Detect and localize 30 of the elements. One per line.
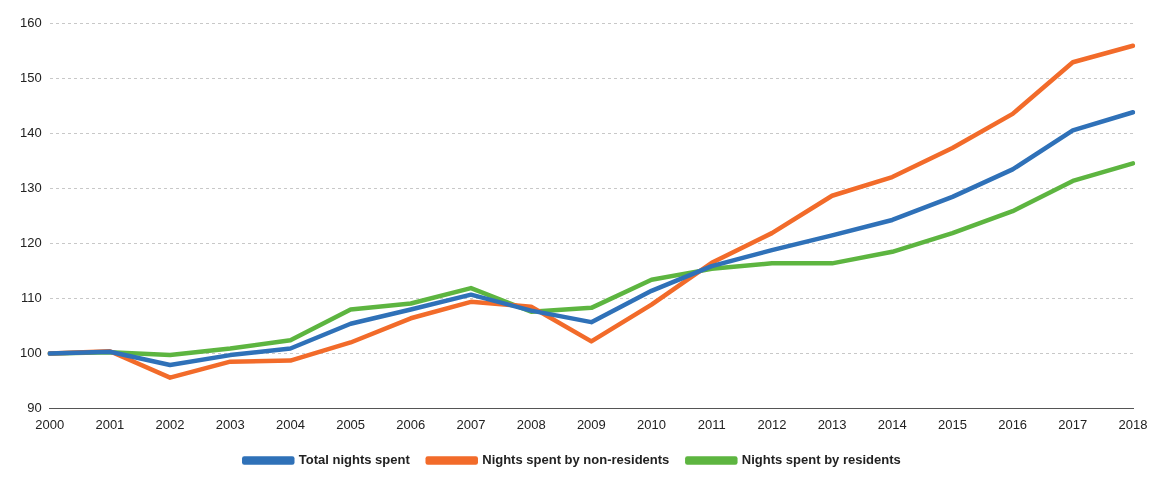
x-tick-label: 2009 [576, 416, 606, 432]
y-tick-label: 90 [27, 399, 42, 415]
x-tick-label: 2010 [637, 416, 666, 432]
x-tick-label: 2018 [1118, 416, 1148, 432]
x-tick-label: 2015 [937, 416, 967, 432]
x-tick-label: 2000 [35, 416, 65, 432]
x-tick-label: 2017 [1058, 416, 1088, 432]
x-tick-label: 2012 [757, 416, 787, 432]
x-tick-label: 2014 [877, 416, 907, 432]
x-tick-label: 2004 [275, 416, 305, 432]
x-tick-label: 2013 [817, 416, 847, 432]
x-tick-label: 2003 [215, 416, 245, 432]
x-tick-label: 2016 [998, 416, 1028, 432]
x-tick-label: 2006 [396, 416, 426, 432]
legend-label: Nights spent by residents [741, 452, 901, 468]
legend-label: Nights spent by non-residents [482, 452, 670, 468]
x-tick-label: 2002 [155, 416, 185, 432]
y-tick-label: 150 [19, 70, 42, 86]
x-tick-label: 2008 [516, 416, 546, 432]
y-tick-label: 160 [19, 15, 42, 31]
x-tick-label: 2005 [336, 416, 366, 432]
y-tick-label: 120 [19, 235, 42, 251]
y-tick-label: 140 [19, 125, 42, 141]
x-tick-label: 2011 [697, 416, 726, 432]
x-tick-label: 2001 [95, 416, 125, 432]
legend-label: Total nights spent [298, 452, 411, 468]
y-tick-label: 110 [20, 290, 42, 306]
y-tick-label: 130 [19, 180, 42, 196]
y-tick-label: 100 [19, 345, 42, 361]
x-tick-label: 2007 [456, 416, 486, 432]
